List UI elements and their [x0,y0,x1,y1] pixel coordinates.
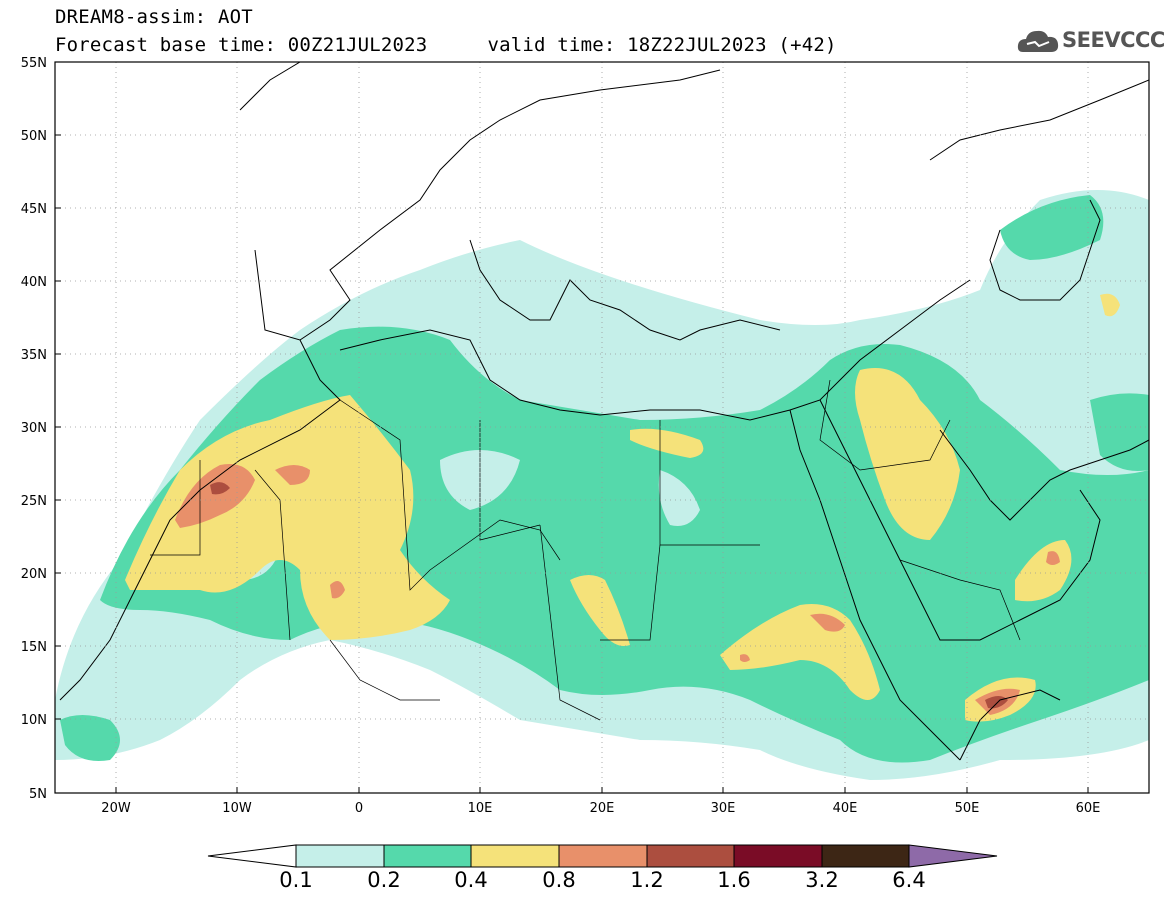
lon-label: 30E [711,801,736,816]
lon-label: 10E [468,801,493,816]
valid-time: valid time: 18Z22JUL2023 (+42) [487,34,837,56]
colorbar-label: 0.1 [279,868,313,892]
colorbar-segment [821,844,910,868]
logo-text: SEEVCCC [1062,28,1165,52]
latitude-labels: 55N 50N 45N 40N 35N 30N 25N 20N 15N 10N … [21,56,47,802]
lat-label: 30N [21,421,47,436]
lon-label: 0 [355,801,363,816]
colorbar-segment [295,844,385,868]
aot-field [55,190,1149,780]
chart-title: DREAM8-assim: AOT [55,6,253,28]
coastlines [59,62,1149,761]
colorbar-high-arrow [908,844,998,868]
lat-label: 45N [21,202,47,217]
colorbar-segment [558,844,648,868]
base-time: Forecast base time: 00Z21JUL2023 [55,34,428,56]
lat-label: 55N [21,56,47,71]
lon-label: 50E [955,801,980,816]
lon-label: 40E [833,801,858,816]
lat-label: 10N [21,713,47,728]
colorbar-label: 0.4 [454,868,488,892]
lat-label: 5N [29,787,47,802]
lat-label: 15N [21,640,47,655]
country-borders [150,379,1021,721]
lon-label: 60E [1076,801,1101,816]
colorbar-label: 3.2 [805,868,839,892]
lat-label: 20N [21,567,47,582]
colorbar-segment [733,844,823,868]
lon-label: 10W [222,801,252,816]
colorbar [207,844,998,868]
cloud-icon [1017,30,1059,52]
colorbar-low-arrow [207,844,297,868]
lon-label: 20W [101,801,131,816]
lon-label: 20E [590,801,615,816]
colorbar-segment [383,844,472,868]
colorbar-label: 1.2 [630,868,664,892]
colorbar-label: 0.8 [542,868,576,892]
lat-label: 25N [21,494,47,509]
colorbar-label: 0.2 [367,868,401,892]
colorbar-label: 6.4 [892,868,926,892]
gridlines [55,62,1149,793]
colorbar-segment [646,844,735,868]
lat-label: 35N [21,348,47,363]
longitude-labels: 20W 10W 0 10E 20E 30E 40E 50E 60E [101,801,1100,816]
colorbar-segment [470,844,560,868]
time-info: Forecast base time: 00Z21JUL2023 valid ti… [55,34,837,56]
colorbar-labels: 0.1 0.2 0.4 0.8 1.2 1.6 3.2 6.4 [0,868,1165,898]
colorbar-label: 1.6 [717,868,751,892]
tick-marks [55,61,1089,794]
lat-label: 40N [21,275,47,290]
lat-label: 50N [21,129,47,144]
